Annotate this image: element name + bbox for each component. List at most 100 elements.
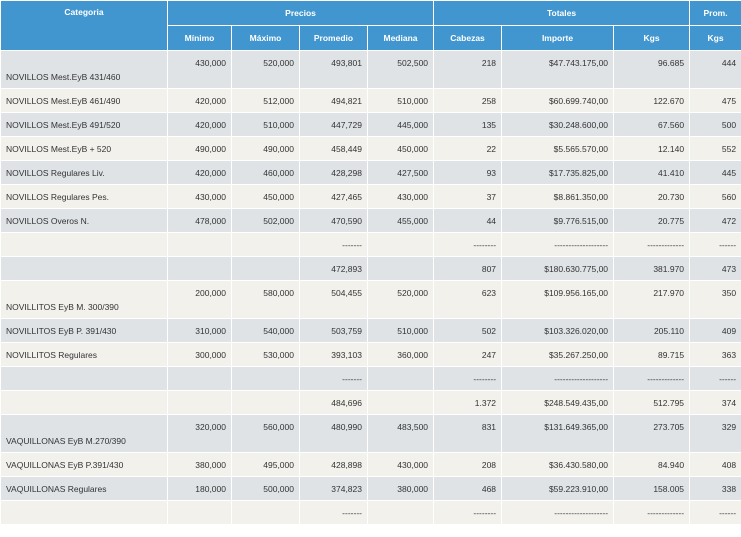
cell-promedio: 493,801 [299,50,368,89]
cell-importe: ------------------- [501,232,615,257]
market-results-table: Categoria Precios Totales Prom. Mínimo M… [0,0,741,525]
cell-categoria: NOVILLOS Mest.EyB 491/520 [0,112,168,137]
col-header-mediana[interactable]: Mediana [366,25,435,51]
cell-cabezas: 93 [433,160,503,185]
cell-kgs: 12.140 [613,136,691,161]
cell-minimo [167,500,232,525]
cell-importe: ------------------- [501,500,615,525]
table-row[interactable]: VAQUILLONAS EyB M.270/390 320,000 560,000 4… [0,414,741,453]
cell-mediana [366,500,435,525]
cell-cabezas: -------- [433,232,503,257]
cell-mediana: 430,000 [366,184,435,209]
cell-maximo [231,366,300,391]
cell-importe: $131.649.365,00 [501,414,615,453]
table-row[interactable]: ------- -------- ------------------- ------… [0,232,741,257]
col-header-prom-kgs[interactable]: Kgs [689,25,741,51]
cell-promedio: 480,990 [299,414,368,453]
cell-minimo: 300,000 [167,342,232,367]
cell-mediana: 502,500 [366,50,435,89]
cell-mediana: 427,500 [366,160,435,185]
cell-maximo: 520,000 [231,50,300,89]
cell-categoria [0,366,168,391]
col-group-precios: Precios [166,0,435,26]
table-row[interactable]: NOVILLOS Mest.EyB + 520 490,000 490,000 458… [0,136,741,161]
table-body: NOVILLOS Mest.EyB 431/460 430,000 520,000 4… [0,50,741,525]
table-row[interactable]: ------- -------- ------------------- ------… [0,366,741,391]
col-header-maximo[interactable]: Máximo [231,25,300,51]
table-row[interactable]: NOVILLOS Mest.EyB 431/460 430,000 520,000 4… [0,50,741,89]
cell-maximo [231,500,300,525]
cell-kgs: ------------- [613,366,691,391]
col-header-categoria[interactable]: Categoria [0,0,168,51]
cell-minimo: 200,000 [167,280,232,319]
table-row[interactable]: NOVILLOS Regulares Liv. 420,000 460,000 428… [0,160,741,185]
table-row[interactable]: NOVILLITOS EyB P. 391/430 310,000 540,000 5… [0,318,741,343]
table-row[interactable]: ------- -------- ------------------- ------… [0,500,741,525]
col-header-importe[interactable]: Importe [501,25,615,51]
cell-mediana [366,232,435,257]
cell-importe: $248.549.435,00 [501,390,615,415]
cell-cabezas: 807 [433,256,503,281]
cell-minimo [167,366,232,391]
cell-kgs: 84.940 [613,452,691,477]
table-row[interactable]: VAQUILLONAS Regulares 180,000 500,000 374,8… [0,476,741,501]
cell-prom-kgs: ------ [689,500,741,525]
table-row[interactable]: 472,893 807 $180.630.775,00 381.970 473 [0,256,741,281]
cell-promedio: 472,893 [299,256,368,281]
cell-categoria [0,256,168,281]
cell-mediana: 360,000 [366,342,435,367]
table-row[interactable]: NOVILLOS Mest.EyB 461/490 420,000 512,000 4… [0,88,741,113]
cell-minimo: 310,000 [167,318,232,343]
cell-promedio: 393,103 [299,342,368,367]
col-header-minimo[interactable]: Mínimo [167,25,232,51]
cell-prom-kgs: 329 [689,414,741,453]
col-header-promedio[interactable]: Promedio [299,25,368,51]
cell-mediana: 520,000 [366,280,435,319]
cell-promedio: 503,759 [299,318,368,343]
table-row[interactable]: NOVILLITOS Regulares 300,000 530,000 393,10… [0,342,741,367]
cell-cabezas: 135 [433,112,503,137]
cell-minimo: 380,000 [167,452,232,477]
cell-mediana [366,366,435,391]
cell-cabezas: 22 [433,136,503,161]
table-row[interactable]: 484,696 1.372 $248.549.435,00 512.795 374 [0,390,741,415]
cell-prom-kgs: ------ [689,232,741,257]
table-row[interactable]: NOVILLITOS EyB M. 300/390 200,000 580,000 5… [0,280,741,319]
cell-mediana: 483,500 [366,414,435,453]
cell-minimo: 420,000 [167,160,232,185]
cell-kgs: 89.715 [613,342,691,367]
cell-maximo: 450,000 [231,184,300,209]
cell-prom-kgs: 363 [689,342,741,367]
cell-promedio: 470,590 [299,208,368,233]
cell-maximo [231,232,300,257]
cell-categoria: VAQUILLONAS EyB P.391/430 [0,452,168,477]
cell-categoria: VAQUILLONAS EyB M.270/390 [0,414,168,453]
cell-cabezas: 502 [433,318,503,343]
col-header-cabezas[interactable]: Cabezas [433,25,503,51]
cell-kgs: 273.705 [613,414,691,453]
cell-maximo: 502,000 [231,208,300,233]
cell-prom-kgs: 500 [689,112,741,137]
cell-kgs: 217.970 [613,280,691,319]
col-header-kgs[interactable]: Kgs [613,25,691,51]
cell-kgs: 158.005 [613,476,691,501]
table-row[interactable]: NOVILLOS Overos N. 478,000 502,000 470,590 4… [0,208,741,233]
cell-kgs: ------------- [613,500,691,525]
cell-categoria: NOVILLITOS EyB M. 300/390 [0,280,168,319]
header-group-row: Categoria Precios Totales Prom. [0,0,741,51]
cell-minimo: 430,000 [167,50,232,89]
cell-promedio: 484,696 [299,390,368,415]
cell-categoria: NOVILLOS Mest.EyB 431/460 [0,50,168,89]
table-row[interactable]: NOVILLOS Regulares Pes. 430,000 450,000 427… [0,184,741,209]
cell-minimo: 490,000 [167,136,232,161]
cell-importe: $8.861.350,00 [501,184,615,209]
cell-cabezas: 468 [433,476,503,501]
cell-minimo [167,390,232,415]
cell-maximo: 490,000 [231,136,300,161]
cell-mediana: 510,000 [366,88,435,113]
cell-importe: $60.699.740,00 [501,88,615,113]
cell-mediana [366,256,435,281]
cell-mediana: 510,000 [366,318,435,343]
table-row[interactable]: NOVILLOS Mest.EyB 491/520 420,000 510,000 4… [0,112,741,137]
table-row[interactable]: VAQUILLONAS EyB P.391/430 380,000 495,000 4… [0,452,741,477]
